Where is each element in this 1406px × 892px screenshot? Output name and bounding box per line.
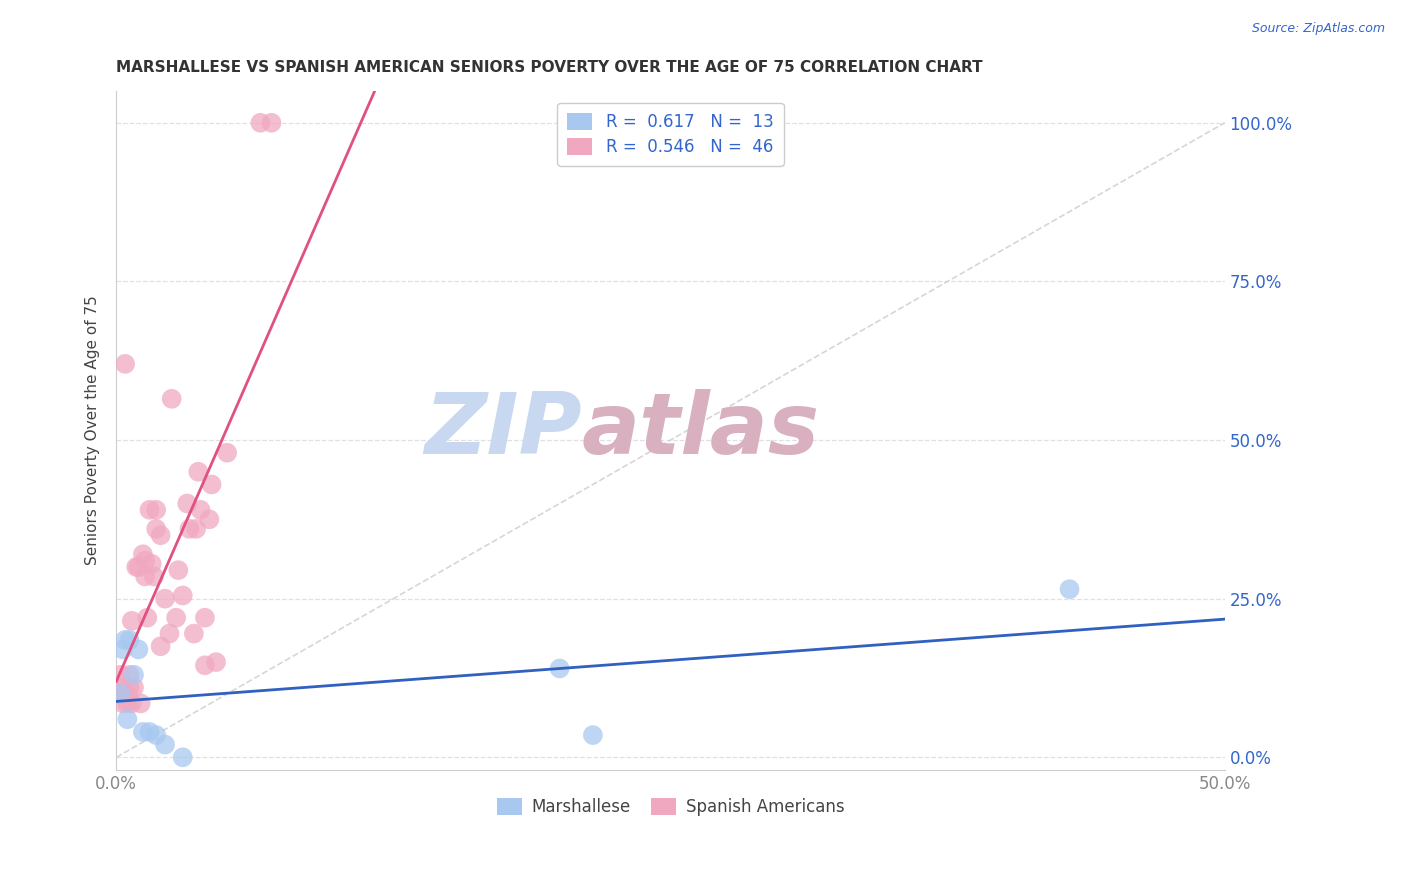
Point [111, 697, 134, 711]
Point [110, 668, 132, 682]
Point [114, 357, 136, 371]
Point [183, 626, 205, 640]
Point [111, 681, 134, 695]
Point [582, 728, 605, 742]
Point [107, 687, 129, 701]
Point [145, 728, 167, 742]
Point [548, 661, 571, 675]
Point [187, 465, 209, 479]
Point [127, 560, 149, 574]
Point [184, 522, 207, 536]
Point [260, 116, 283, 130]
Point [141, 557, 163, 571]
Point [117, 712, 139, 726]
Point [200, 477, 222, 491]
Point [118, 668, 141, 682]
Text: Source: ZipAtlas.com: Source: ZipAtlas.com [1251, 22, 1385, 36]
Point [110, 687, 132, 701]
Point [118, 632, 141, 647]
Text: atlas: atlas [582, 389, 820, 472]
Point [205, 655, 228, 669]
Point [198, 512, 221, 526]
Point [1059, 582, 1081, 596]
Point [134, 569, 156, 583]
Point [160, 392, 183, 406]
Point [176, 496, 198, 510]
Point [138, 503, 160, 517]
Point [172, 750, 194, 764]
Point [145, 522, 167, 536]
Point [153, 591, 176, 606]
Point [179, 522, 201, 536]
Point [149, 640, 172, 654]
Point [127, 642, 149, 657]
Point [167, 563, 190, 577]
Point [153, 738, 176, 752]
Point [132, 547, 155, 561]
Point [125, 560, 148, 574]
Point [172, 589, 194, 603]
Legend: Marshallese, Spanish Americans: Marshallese, Spanish Americans [489, 791, 851, 822]
Text: ZIP: ZIP [425, 389, 582, 472]
Point [117, 687, 139, 701]
Point [118, 681, 141, 695]
Point [129, 697, 152, 711]
Point [194, 610, 217, 624]
Y-axis label: Seniors Poverty Over the Age of 75: Seniors Poverty Over the Age of 75 [86, 295, 100, 566]
Text: MARSHALLESE VS SPANISH AMERICAN SENIORS POVERTY OVER THE AGE OF 75 CORRELATION C: MARSHALLESE VS SPANISH AMERICAN SENIORS … [117, 60, 983, 75]
Point [143, 569, 166, 583]
Point [190, 503, 212, 517]
Point [136, 610, 159, 624]
Point [114, 632, 136, 647]
Point [194, 658, 217, 673]
Point [117, 697, 139, 711]
Point [122, 681, 145, 695]
Point [249, 116, 271, 130]
Point [122, 668, 145, 682]
Point [217, 446, 239, 460]
Point [138, 725, 160, 739]
Point [145, 503, 167, 517]
Point [111, 642, 134, 657]
Point [134, 553, 156, 567]
Point [132, 725, 155, 739]
Point [165, 610, 187, 624]
Point [159, 626, 181, 640]
Point [121, 697, 143, 711]
Point [121, 614, 143, 628]
Point [149, 528, 172, 542]
